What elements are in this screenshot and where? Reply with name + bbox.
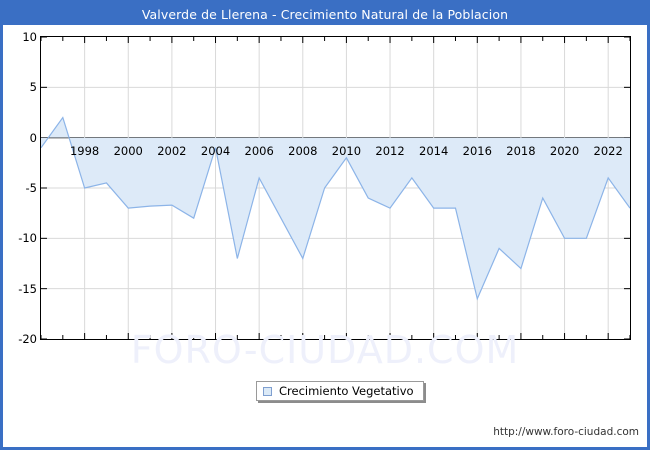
footer-url: http://www.foro-ciudad.com (493, 426, 639, 438)
chart-plot-area (40, 36, 631, 340)
y-axis-tick-label: -5 (25, 181, 37, 195)
x-axis-tick-label: 2016 (462, 144, 492, 158)
x-axis-tick-label: 2000 (113, 144, 143, 158)
x-axis-tick-label: 2022 (593, 144, 623, 158)
x-axis-tick-label: 2008 (288, 144, 318, 158)
y-axis-labels: 10 5 0 -5 -10 -15 -20 (3, 30, 37, 346)
x-axis-tick-label: 2006 (244, 144, 274, 158)
legend-swatch-icon (263, 386, 272, 396)
x-axis-tick-label: 2012 (375, 144, 405, 158)
y-axis-tick-label: -15 (18, 281, 37, 296)
y-axis-tick-label: 0 (29, 130, 37, 145)
x-axis-tick-label: 2004 (200, 144, 231, 158)
x-axis-tick-label: 2020 (549, 144, 580, 158)
y-axis-tick-label: 5 (29, 80, 37, 95)
legend-item-label: Crecimiento Vegetativo (279, 384, 414, 398)
x-axis-tick-label: 2018 (506, 144, 536, 158)
chart-legend: Crecimiento Vegetativo (256, 381, 424, 401)
x-axis-tick-label: 2010 (331, 144, 362, 158)
x-axis-tick-label: 2014 (419, 144, 449, 158)
chart-svg (41, 37, 630, 339)
x-axis-tick-label: 2002 (157, 144, 187, 158)
x-axis-tick-label: 1998 (69, 144, 100, 158)
window-title-bar: Valverde de Llerena - Crecimiento Natura… (3, 3, 647, 25)
y-axis-tick-label: -10 (18, 231, 37, 246)
y-axis-tick-label: 10 (22, 30, 37, 44)
page-title: Valverde de Llerena - Crecimiento Natura… (141, 6, 509, 22)
y-axis-tick-label: -20 (18, 332, 37, 346)
x-axis-labels: 1998 2000 2002 2004 2006 2008 2010 2012 2014 2016… (40, 144, 631, 158)
